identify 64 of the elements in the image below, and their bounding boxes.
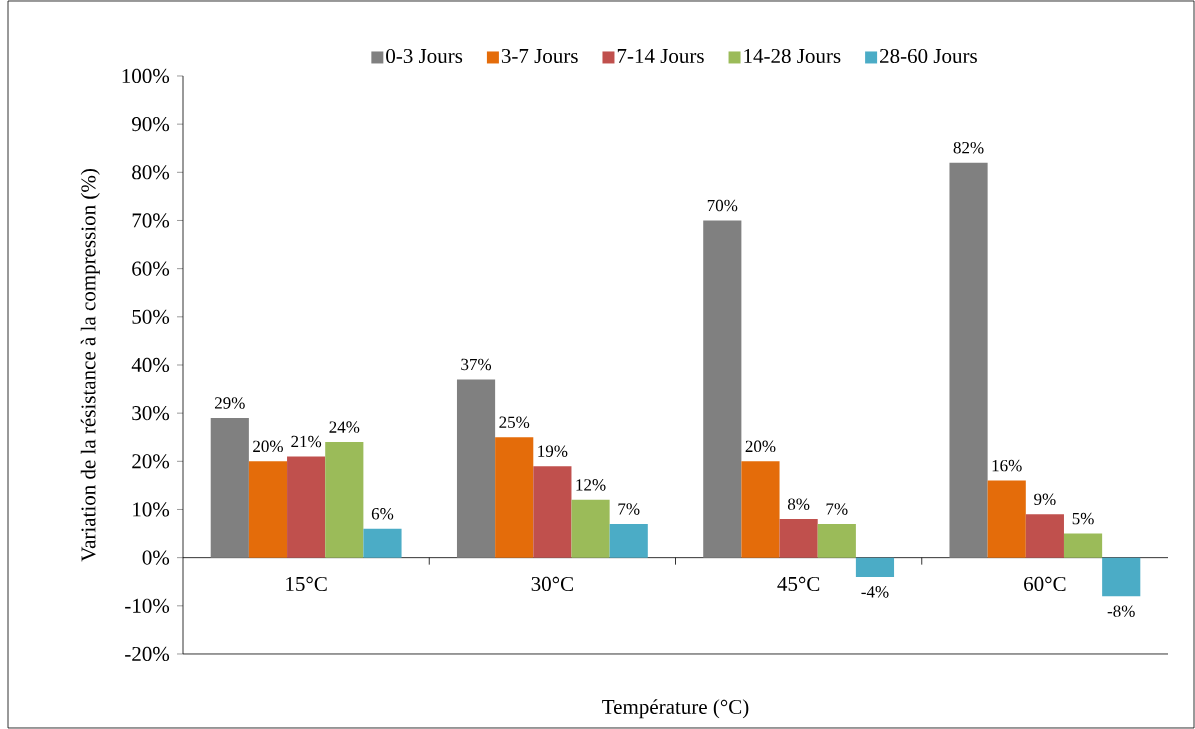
bar — [987, 480, 1026, 558]
bar — [1102, 557, 1141, 597]
y-tick-label: 50% — [132, 309, 170, 324]
legend-label: 0-3 Jours — [386, 48, 463, 64]
bar — [949, 162, 988, 558]
data-label: 19% — [538, 445, 568, 457]
bar — [325, 442, 364, 558]
bar — [1063, 533, 1103, 558]
data-label: 21% — [291, 435, 322, 448]
bar — [287, 456, 326, 558]
x-tick-label: 30°C — [531, 576, 573, 592]
data-label: 8% — [787, 498, 810, 510]
y-tick-label: 80% — [132, 165, 170, 180]
bar — [495, 437, 534, 558]
bar — [609, 523, 648, 558]
legend-label: 3-7 Jours — [501, 48, 578, 64]
legend-label: 7-14 Jours — [617, 48, 704, 64]
bar — [363, 528, 402, 558]
y-tick-label: 20% — [132, 454, 170, 469]
data-label: 20% — [745, 440, 776, 453]
data-label: 24% — [329, 421, 360, 433]
y-tick-label: -20% — [125, 646, 170, 662]
y-tick-label: -10% — [125, 598, 170, 613]
x-axis-title: Température (°C) — [602, 699, 749, 719]
x-tick-label: 15°C — [286, 576, 327, 592]
data-label: 16% — [992, 459, 1022, 472]
data-label: 25% — [499, 416, 530, 429]
x-tick-label: 45°C — [777, 576, 820, 592]
data-label: 20% — [253, 440, 283, 453]
data-label: 37% — [461, 358, 492, 371]
bar — [571, 499, 610, 558]
data-label: 82% — [953, 141, 984, 154]
y-tick-label: 10% — [133, 502, 170, 517]
legend-label: 14-28 Jours — [744, 48, 841, 64]
x-tick-label: 60°C — [1024, 576, 1066, 592]
data-label: 29% — [214, 397, 245, 409]
bar — [779, 519, 818, 558]
bar — [533, 466, 572, 558]
data-label: 6% — [371, 508, 394, 520]
y-tick-label: 60% — [132, 261, 170, 276]
y-axis-title: Variation de la résistance à la compression (%) — [80, 169, 100, 562]
data-label: 12% — [576, 479, 606, 491]
data-label: -4% — [861, 586, 889, 598]
bar — [741, 461, 780, 558]
y-tick-label: 30% — [132, 406, 170, 421]
data-label: 5% — [1072, 512, 1094, 525]
bar — [1025, 514, 1064, 558]
bar — [456, 379, 496, 558]
legend-label: 28-60 Jours — [880, 48, 977, 64]
bar — [248, 461, 288, 558]
data-label: -8% — [1107, 605, 1135, 617]
bar — [703, 220, 742, 558]
bar — [855, 557, 895, 577]
y-tick-label: 70% — [132, 213, 170, 228]
data-label: 7% — [618, 503, 640, 515]
bar — [210, 417, 249, 558]
y-tick-label: 100% — [122, 68, 170, 84]
y-tick-label: 40% — [131, 357, 170, 373]
data-label: 9% — [1034, 493, 1056, 506]
data-label: 70% — [707, 199, 738, 212]
y-tick-label: 0% — [142, 550, 170, 565]
bar — [817, 523, 856, 558]
data-label: 7% — [826, 503, 848, 515]
y-tick-label: 90% — [131, 117, 170, 132]
